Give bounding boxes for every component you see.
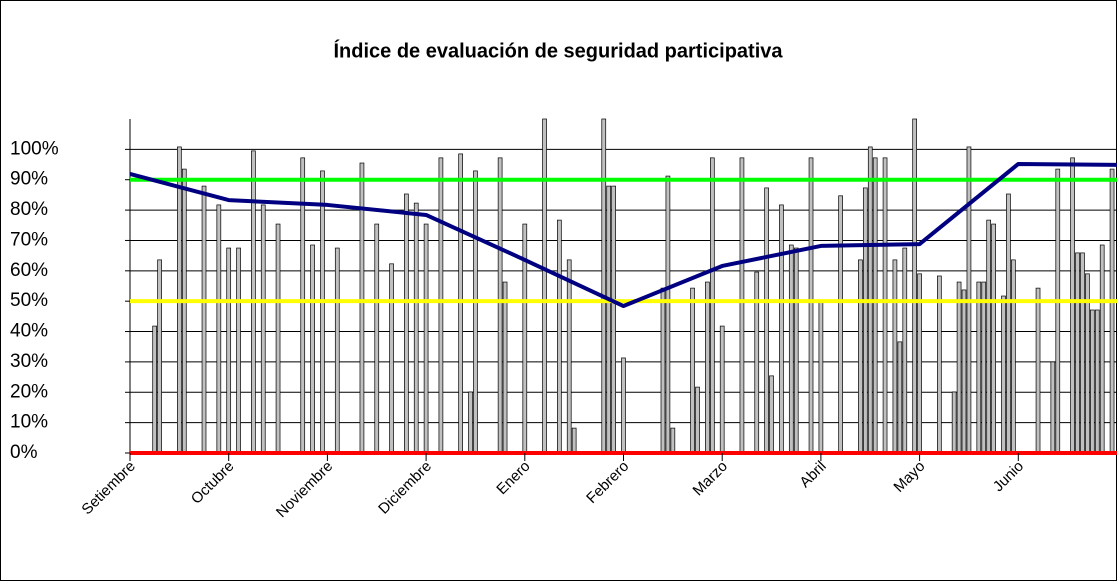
bar — [1070, 157, 1075, 454]
bar — [320, 170, 325, 454]
y-tick-label: 0% — [10, 442, 38, 463]
bar — [1075, 252, 1080, 454]
bar — [1094, 309, 1100, 454]
bar — [897, 341, 903, 454]
bar — [260, 204, 266, 454]
bar — [862, 187, 868, 454]
y-tick-label: 30% — [10, 351, 48, 372]
bar — [542, 118, 547, 454]
bar — [956, 281, 962, 454]
bar — [606, 185, 612, 454]
y-tick-label: 100% — [10, 138, 59, 159]
bar — [882, 157, 888, 454]
bar — [1055, 168, 1061, 454]
bar — [665, 175, 671, 454]
bar — [719, 325, 725, 454]
bar — [621, 357, 626, 454]
bar — [1099, 244, 1105, 454]
bar — [1006, 193, 1011, 454]
bar — [1050, 361, 1056, 454]
bar — [497, 157, 503, 454]
bar — [571, 427, 577, 454]
bar — [986, 219, 992, 454]
bar — [226, 247, 232, 454]
chart-title: Índice de evaluación de seguridad partic… — [333, 39, 783, 62]
bar — [374, 223, 380, 454]
bar — [1090, 309, 1095, 454]
bar — [779, 204, 784, 454]
y-tick-label: 60% — [10, 260, 48, 281]
bar — [157, 259, 162, 454]
bar — [458, 153, 463, 454]
bar — [201, 185, 207, 454]
bar — [892, 259, 898, 454]
bar — [557, 219, 562, 454]
bar — [566, 259, 572, 454]
bar — [1011, 259, 1016, 454]
bar — [473, 170, 478, 454]
bar — [468, 391, 473, 454]
bar — [275, 223, 281, 454]
y-tick-label: 80% — [10, 199, 48, 220]
bar — [764, 187, 769, 454]
bar — [670, 427, 676, 454]
bar — [991, 223, 996, 454]
bar — [838, 195, 843, 454]
bar — [951, 391, 957, 454]
bar — [601, 118, 607, 454]
bar — [690, 287, 695, 454]
bar — [423, 223, 429, 454]
bar — [236, 247, 241, 454]
bar — [872, 157, 878, 454]
bar — [976, 281, 982, 454]
y-tick-label: 50% — [10, 290, 48, 311]
bar — [181, 168, 187, 454]
bar — [981, 281, 987, 454]
y-tick-label: 20% — [10, 381, 48, 402]
bar — [1001, 295, 1006, 454]
bar — [902, 247, 908, 454]
bar — [858, 259, 863, 454]
bar — [1109, 168, 1115, 454]
bar — [1080, 252, 1085, 454]
line — [129, 161, 1117, 309]
bar — [660, 287, 666, 454]
bar — [413, 202, 419, 454]
bar — [788, 244, 794, 454]
bar — [310, 244, 315, 454]
bar — [710, 157, 715, 454]
y-tick-label: 10% — [10, 412, 48, 433]
y-tick-label: 90% — [10, 169, 48, 190]
bar — [611, 185, 616, 454]
bar — [705, 281, 710, 454]
bar — [438, 157, 444, 454]
bar — [769, 375, 774, 454]
bar — [334, 247, 340, 454]
y-tick-label: 40% — [10, 321, 48, 342]
bar — [808, 157, 814, 454]
bar — [389, 263, 394, 454]
bar — [793, 247, 799, 454]
bar — [216, 204, 222, 454]
bar — [961, 289, 967, 454]
bar — [152, 325, 157, 454]
bar — [502, 281, 508, 454]
bar — [1035, 287, 1041, 454]
bar — [695, 386, 700, 454]
bar — [818, 300, 824, 454]
bar — [739, 157, 745, 454]
bar — [754, 271, 760, 454]
y-tick-label: 70% — [10, 229, 48, 250]
bar — [404, 193, 409, 454]
bar — [912, 118, 917, 454]
